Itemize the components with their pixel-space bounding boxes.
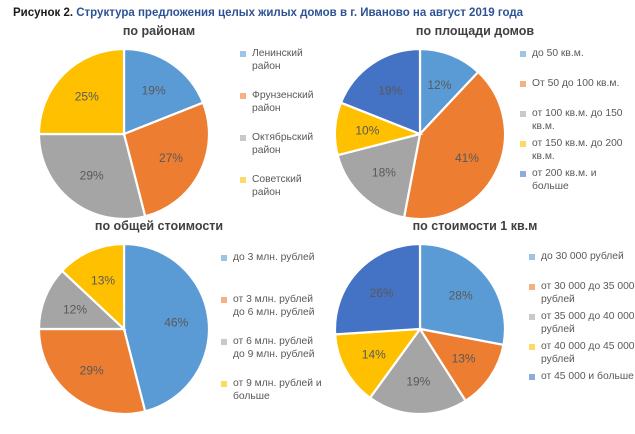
svg-text:29%: 29% bbox=[80, 364, 104, 378]
svg-text:13%: 13% bbox=[91, 274, 115, 288]
svg-text:19%: 19% bbox=[378, 83, 402, 97]
svg-text:12%: 12% bbox=[427, 78, 451, 92]
svg-text:13%: 13% bbox=[452, 352, 476, 366]
svg-text:10%: 10% bbox=[355, 124, 379, 138]
svg-text:29%: 29% bbox=[80, 169, 104, 183]
svg-text:28%: 28% bbox=[449, 288, 473, 302]
svg-text:41%: 41% bbox=[455, 151, 479, 165]
svg-text:27%: 27% bbox=[159, 151, 183, 165]
svg-text:19%: 19% bbox=[142, 83, 166, 97]
svg-text:46%: 46% bbox=[164, 315, 188, 329]
svg-text:25%: 25% bbox=[75, 90, 99, 104]
svg-text:19%: 19% bbox=[406, 375, 430, 389]
svg-text:18%: 18% bbox=[372, 165, 396, 179]
svg-text:14%: 14% bbox=[362, 347, 386, 361]
svg-text:12%: 12% bbox=[63, 303, 87, 317]
svg-text:26%: 26% bbox=[370, 286, 394, 300]
